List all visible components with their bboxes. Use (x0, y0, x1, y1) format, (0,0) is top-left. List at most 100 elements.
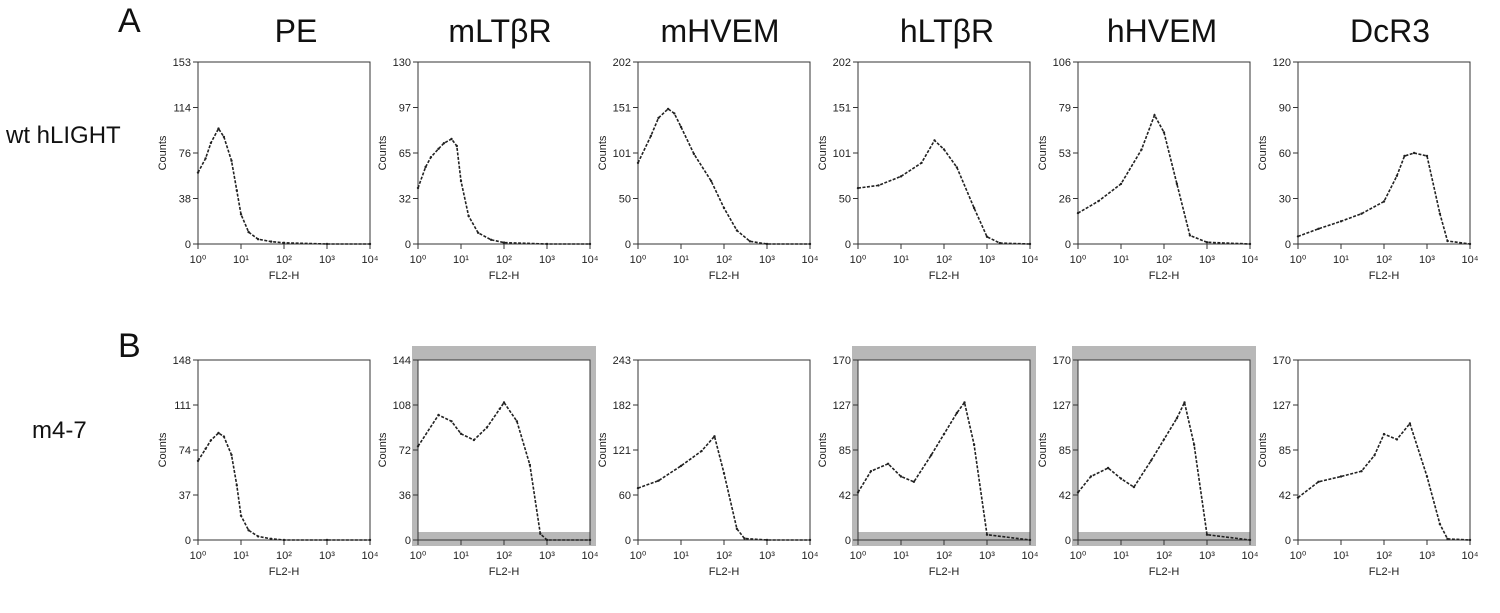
data-point (899, 475, 903, 478)
data-point (1438, 212, 1442, 215)
y-axis-label: Counts (1037, 135, 1049, 170)
data-point (209, 141, 213, 145)
data-point (1149, 459, 1153, 462)
y-tick-label: 0 (405, 535, 411, 547)
y-tick-label: 42 (839, 490, 851, 502)
column-header-mltbr: mLTβR (448, 13, 551, 49)
data-point (217, 431, 220, 435)
highlight-inner (1078, 360, 1250, 532)
x-tick-label: 10³ (319, 254, 335, 266)
data-point (1175, 417, 1179, 420)
data-point (1076, 491, 1080, 494)
histogram-trace (1297, 421, 1471, 541)
data-point (368, 242, 372, 246)
histogram-panel: 0 50 101 151 202 10⁰ 10¹ 10² 10³ 10⁴ FL2-H Counts (597, 57, 819, 282)
y-tick-label: 30 (1279, 194, 1291, 206)
data-point (877, 184, 880, 187)
data-point (235, 484, 238, 487)
data-point (1296, 496, 1300, 499)
y-tick-label: 85 (1059, 445, 1071, 457)
data-point (545, 538, 549, 542)
data-point (1360, 212, 1363, 215)
x-tick-label: 10³ (1199, 254, 1215, 266)
y-tick-label: 26 (1059, 194, 1071, 206)
column-header-mhvem: mHVEM (660, 13, 779, 49)
data-point (955, 411, 959, 415)
x-tick-label: 10¹ (1113, 550, 1129, 562)
plot-frame (1077, 61, 1251, 245)
data-point (502, 241, 506, 244)
data-point (269, 240, 273, 243)
data-point (472, 438, 476, 442)
y-tick-label: 148 (173, 355, 191, 367)
data-point (955, 166, 959, 169)
x-tick-label: 10⁴ (1462, 254, 1479, 266)
data-point (1248, 538, 1252, 542)
column-header-dcr3: DcR3 (1350, 13, 1430, 49)
x-tick-label: 10³ (539, 550, 555, 562)
data-point (1205, 241, 1209, 244)
y-tick-label: 0 (405, 239, 411, 251)
data-point (528, 463, 532, 467)
histogram-trace (197, 127, 370, 245)
x-axis-label: FL2-H (1369, 270, 1400, 282)
data-point (985, 533, 989, 536)
data-point (269, 537, 273, 540)
x-tick-label: 10⁰ (850, 254, 867, 266)
y-tick-label: 42 (1059, 490, 1071, 502)
x-tick-label: 10³ (759, 550, 775, 562)
x-axis-label: FL2-H (1149, 270, 1180, 282)
data-point (437, 413, 440, 417)
data-point (437, 147, 440, 150)
y-tick-label: 182 (613, 400, 631, 412)
data-point (1446, 537, 1449, 541)
x-tick-label: 10⁴ (362, 254, 379, 266)
data-point (416, 445, 420, 448)
data-point (657, 116, 660, 120)
x-tick-label: 10³ (319, 550, 335, 562)
data-point (1097, 199, 1100, 203)
y-tick-label: 144 (393, 355, 411, 367)
x-tick-label: 10⁴ (582, 550, 599, 562)
data-point (1403, 154, 1406, 158)
data-point (743, 537, 746, 540)
data-point (1076, 211, 1080, 215)
row-label-m4-7: m4-7 (32, 417, 87, 444)
data-point (1205, 533, 1209, 536)
data-point (1089, 475, 1093, 478)
data-point (1162, 438, 1166, 441)
data-point (325, 242, 329, 246)
x-tick-label: 10³ (1419, 254, 1435, 266)
panel-letter-b: B (118, 327, 141, 365)
data-point (515, 420, 519, 423)
x-tick-label: 10⁰ (190, 254, 207, 266)
y-tick-label: 127 (1273, 400, 1291, 412)
data-point (539, 532, 542, 535)
y-tick-label: 0 (1065, 535, 1071, 547)
data-point (709, 179, 713, 183)
data-point (1028, 538, 1032, 542)
data-point (636, 161, 640, 165)
data-point (450, 137, 453, 141)
data-point (1175, 182, 1179, 186)
data-point (256, 535, 260, 538)
x-tick-label: 10⁰ (1290, 550, 1307, 562)
histogram-panel: 0 42 85 127 170 10⁰ 10¹ 10² 10³ 10⁴ FL2-H Counts (817, 346, 1039, 578)
data-point (713, 435, 716, 438)
y-tick-label: 38 (179, 194, 191, 206)
y-tick-label: 170 (1273, 355, 1291, 367)
y-tick-label: 170 (1053, 355, 1071, 367)
data-point (735, 229, 739, 232)
y-tick-label: 32 (399, 194, 411, 206)
y-tick-label: 97 (399, 103, 411, 115)
data-point (1395, 174, 1399, 177)
y-tick-label: 106 (1053, 57, 1071, 69)
data-point (282, 241, 286, 244)
y-axis-label: Counts (1257, 432, 1269, 467)
y-tick-label: 37 (179, 490, 191, 502)
x-axis-label: FL2-H (489, 270, 520, 282)
data-point (1296, 235, 1300, 238)
data-point (196, 171, 200, 174)
data-point (998, 241, 1002, 245)
x-tick-label: 10³ (979, 550, 995, 562)
